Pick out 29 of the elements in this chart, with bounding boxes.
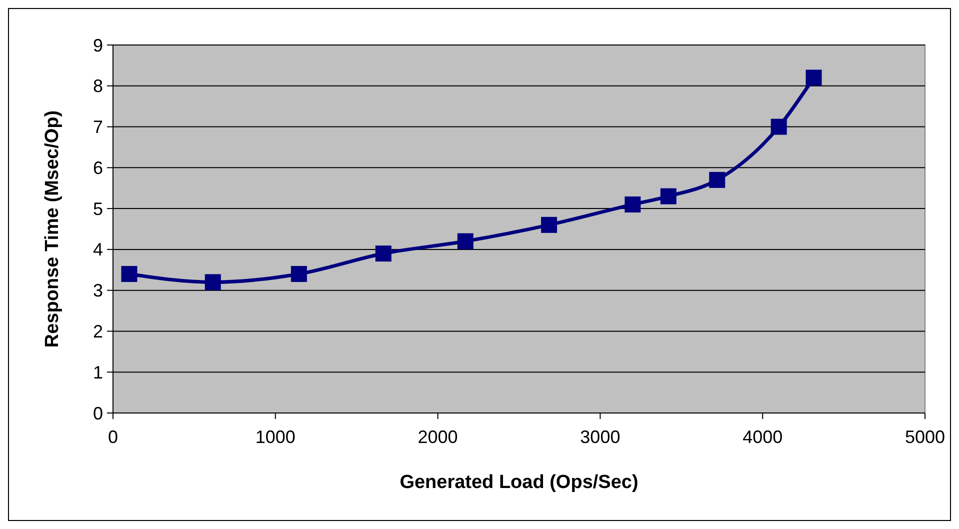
y-axis-title: Response Time (Msec/Op) bbox=[42, 110, 63, 348]
y-tick-label: 3 bbox=[92, 280, 103, 301]
point bbox=[457, 233, 474, 250]
y-tick-label: 7 bbox=[92, 117, 103, 138]
x-tick-label: 0 bbox=[108, 427, 118, 447]
y-tick-label: 4 bbox=[92, 240, 103, 260]
point bbox=[806, 70, 822, 86]
point bbox=[375, 246, 392, 262]
point bbox=[770, 118, 787, 135]
x-tick-label: 3000 bbox=[580, 427, 620, 447]
y-tick-label: 1 bbox=[92, 362, 103, 382]
y-tick-label: 8 bbox=[92, 76, 103, 96]
point bbox=[624, 196, 641, 212]
x-tick-label: 2000 bbox=[418, 427, 458, 447]
point bbox=[541, 216, 558, 233]
x-tick-label: 1000 bbox=[255, 427, 296, 447]
y-tick-label: 5 bbox=[92, 198, 103, 219]
point bbox=[660, 188, 676, 204]
point bbox=[290, 266, 307, 282]
x-tick-label: 5000 bbox=[904, 427, 946, 447]
x-tick-label: 4000 bbox=[742, 427, 783, 447]
point bbox=[709, 172, 726, 188]
y-tick-label: 2 bbox=[92, 322, 103, 342]
point bbox=[204, 274, 221, 290]
y-tick-label: 6 bbox=[92, 158, 103, 178]
x-axis-title: Generated Load (Ops/Sec) bbox=[400, 472, 638, 493]
y-tick-label: 0 bbox=[92, 403, 103, 424]
y-tick-label: 9 bbox=[92, 35, 103, 56]
point bbox=[121, 266, 138, 282]
